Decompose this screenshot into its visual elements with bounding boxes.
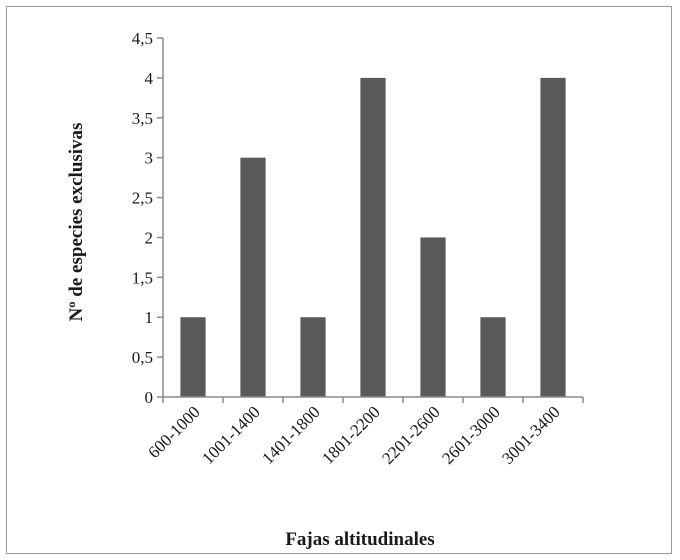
x-tick-label: 2601-3000 [438,402,504,468]
y-axis-ticks: 0 0,5 1 1,5 2 2,5 3 3,5 4 4,5 [132,29,163,407]
x-tick-label: 1401-1800 [258,402,324,468]
x-axis-title: Fajas altitudinales [285,529,434,550]
y-tick-label: 0 [145,388,154,407]
bar [480,317,506,397]
y-tick-label: 1 [145,308,154,327]
y-tick-label: 4 [145,69,154,88]
y-axis-title: Nº de especies exclusivas [66,123,87,322]
x-tick-label: 2201-2600 [378,402,444,468]
y-tick-label: 4,5 [132,29,153,48]
y-tick-label: 3,5 [132,109,153,128]
bar [300,317,326,397]
y-tick-label: 2,5 [132,189,153,208]
y-tick-label: 3 [145,149,154,168]
y-tick-label: 1,5 [132,268,153,287]
x-axis-ticks: 600-10001001-14001401-18001801-22002201-… [144,397,584,468]
x-tick-label: 1001-1400 [198,402,264,468]
x-tick-label: 1801-2200 [318,402,384,468]
bar [540,77,566,397]
bar [360,77,386,397]
x-tick-label: 3001-3400 [498,402,564,468]
x-tick-label: 600-1000 [144,402,204,462]
bar [240,157,266,397]
y-tick-label: 2 [145,228,154,247]
bar [420,237,446,397]
bars [180,77,566,397]
y-tick-label: 0,5 [132,348,153,367]
bar [180,317,206,397]
